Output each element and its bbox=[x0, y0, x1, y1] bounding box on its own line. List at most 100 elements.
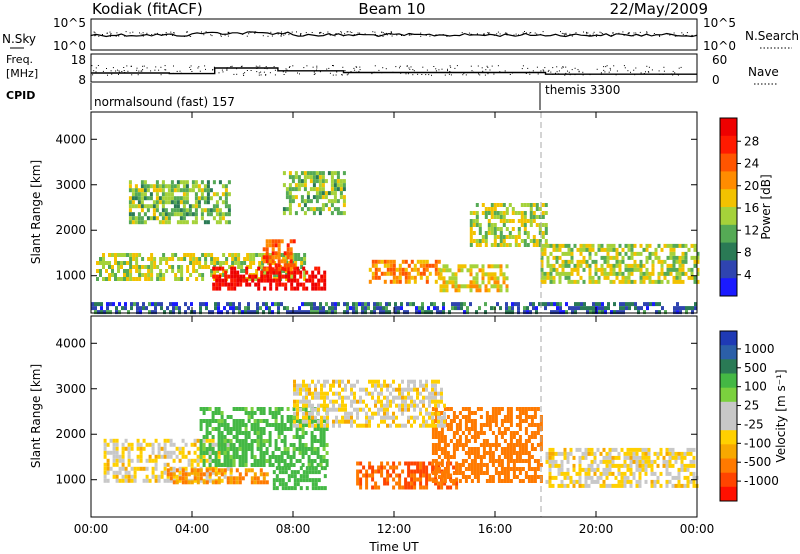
heatmap-cell bbox=[265, 480, 269, 485]
heatmap-cell bbox=[315, 207, 319, 212]
heatmap-cell bbox=[529, 302, 532, 307]
heatmap-cell bbox=[618, 267, 622, 272]
heatmap-cell bbox=[493, 243, 497, 247]
heatmap-cell bbox=[246, 257, 250, 261]
heatmap-cell bbox=[520, 223, 524, 227]
heatmap-cell bbox=[203, 196, 207, 201]
heatmap-cell bbox=[174, 253, 178, 257]
heatmap-cell bbox=[400, 302, 403, 307]
heatmap-cell bbox=[203, 188, 207, 193]
heatmap-cell bbox=[108, 261, 111, 265]
nsearch-point bbox=[281, 31, 282, 33]
heatmap-cell bbox=[478, 239, 482, 243]
heatmap-cell bbox=[311, 278, 315, 283]
heatmap-cell bbox=[374, 403, 377, 408]
heatmap-cell bbox=[304, 447, 308, 451]
heatmap-cell bbox=[149, 204, 153, 209]
heatmap-cell bbox=[383, 383, 386, 388]
heatmap-cell bbox=[600, 263, 604, 268]
heatmap-cell bbox=[117, 277, 120, 281]
heatmap-cell bbox=[341, 407, 344, 412]
heatmap-cell bbox=[308, 478, 312, 483]
nave-point bbox=[610, 69, 611, 71]
heatmap-cell bbox=[323, 379, 326, 384]
heatmap-cell bbox=[638, 463, 642, 468]
heatmap-cell bbox=[434, 443, 438, 447]
heatmap-cell bbox=[339, 195, 343, 200]
heatmap-cell bbox=[353, 407, 356, 412]
heatmap-cell bbox=[319, 427, 323, 431]
heatmap-cell bbox=[548, 467, 552, 472]
heatmap-cell bbox=[624, 279, 628, 284]
heatmap-cell bbox=[395, 465, 399, 470]
heatmap-cell bbox=[222, 261, 226, 265]
heatmap-cell bbox=[431, 465, 435, 470]
heatmap-cell bbox=[268, 407, 272, 411]
heatmap-cell bbox=[160, 446, 164, 451]
heatmap-cell bbox=[539, 463, 543, 467]
heatmap-cell bbox=[696, 255, 700, 260]
heatmap-cell bbox=[509, 467, 513, 471]
heatmap-cell bbox=[615, 247, 619, 252]
heatmap-cell bbox=[298, 306, 301, 311]
heatmap-cell bbox=[208, 450, 212, 455]
heatmap-cell bbox=[644, 447, 648, 452]
nsearch-point bbox=[442, 34, 444, 35]
heatmap-cell bbox=[103, 450, 107, 455]
heatmap-cell bbox=[687, 275, 691, 280]
beam-title: Beam 10 bbox=[358, 0, 425, 18]
heatmap-cell bbox=[413, 485, 417, 490]
heatmap-cell bbox=[473, 411, 477, 415]
heatmap-cell bbox=[416, 461, 420, 466]
heatmap-cell bbox=[318, 191, 322, 196]
heatmap-cell bbox=[196, 446, 200, 451]
heatmap-cell bbox=[449, 439, 453, 443]
nave-point bbox=[557, 73, 559, 75]
heatmap-cell bbox=[140, 200, 144, 205]
heatmap-cell bbox=[455, 447, 459, 451]
heatmap-cell bbox=[561, 263, 565, 268]
heatmap-cell bbox=[569, 447, 573, 452]
heatmap-cell bbox=[159, 273, 163, 277]
heatmap-cell bbox=[193, 478, 197, 483]
heatmap-cell bbox=[305, 383, 308, 388]
heatmap-cell bbox=[627, 267, 631, 272]
heatmap-cell bbox=[201, 253, 205, 257]
heatmap-cell bbox=[215, 274, 219, 279]
heatmap-cell bbox=[290, 486, 294, 491]
heatmap-cell bbox=[359, 407, 362, 412]
heatmap-cell bbox=[472, 223, 476, 227]
heatmap-cell bbox=[205, 451, 209, 455]
heatmap-cell bbox=[151, 450, 155, 455]
heatmap-cell bbox=[306, 195, 310, 200]
heatmap-cell bbox=[658, 302, 661, 307]
heatmap-cell bbox=[260, 270, 264, 275]
heatmap-cell bbox=[665, 459, 669, 464]
heatmap-cell bbox=[536, 443, 540, 447]
heatmap-cell bbox=[424, 310, 427, 315]
heatmap-cell bbox=[538, 302, 541, 307]
heatmap-cell bbox=[305, 478, 309, 483]
heatmap-cell bbox=[323, 270, 327, 275]
heatmap-cell bbox=[647, 463, 651, 468]
heatmap-cell bbox=[137, 200, 141, 205]
heatmap-cell bbox=[151, 458, 155, 463]
heatmap-cell bbox=[181, 476, 185, 481]
heatmap-cell bbox=[206, 184, 210, 189]
heatmap-cell bbox=[397, 310, 400, 315]
heatmap-cell bbox=[177, 277, 181, 281]
heatmap-cell bbox=[668, 451, 672, 456]
heatmap-cell bbox=[322, 439, 326, 443]
nsearch-point bbox=[476, 33, 478, 35]
heatmap-cell bbox=[680, 467, 684, 472]
heatmap-cell bbox=[296, 407, 299, 412]
heatmap-cell bbox=[298, 435, 302, 439]
heatmap-cell bbox=[407, 391, 410, 396]
heatmap-cell bbox=[276, 273, 280, 277]
nave-point bbox=[417, 73, 419, 75]
heatmap-cell bbox=[434, 411, 437, 416]
heatmap-cell bbox=[289, 423, 293, 427]
heatmap-cell bbox=[475, 276, 479, 281]
heatmap-cell bbox=[346, 306, 349, 311]
heatmap-cell bbox=[533, 423, 537, 427]
